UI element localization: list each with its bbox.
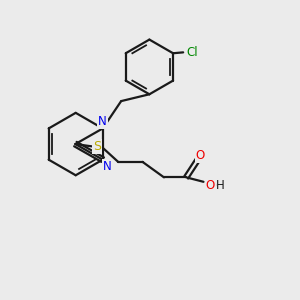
Text: N: N <box>103 160 112 173</box>
Text: H: H <box>216 179 225 192</box>
Text: O: O <box>196 149 205 162</box>
Text: N: N <box>98 116 107 128</box>
Text: Cl: Cl <box>186 46 198 59</box>
Text: O: O <box>206 179 215 192</box>
Text: S: S <box>93 140 101 153</box>
